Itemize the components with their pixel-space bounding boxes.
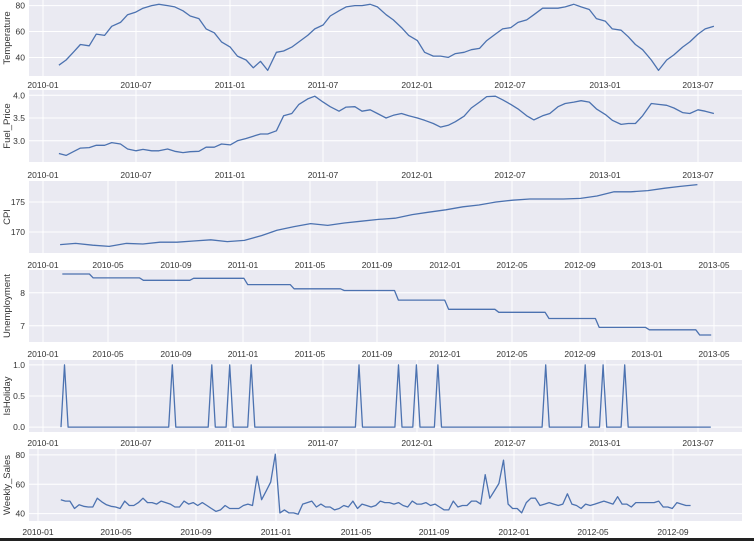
y-tick-label: 80 <box>16 450 26 460</box>
x-tick-label: 2010-09 <box>160 260 191 270</box>
subplot-fuel_price: 2010-01 2010-07 2011-01 2011-07 2012-01 2012-… <box>2 90 742 180</box>
y-axis-label: Weekly_Sales <box>2 455 13 515</box>
y-tick-label: 40 <box>16 509 26 519</box>
y-tick-label: 40 <box>16 52 26 62</box>
y-axis-label: CPI <box>2 209 13 225</box>
x-tick-label: 2013-01 <box>631 349 662 359</box>
x-tick-label: 2011-01 <box>261 527 292 537</box>
x-tick-label: 2012-01 <box>498 527 529 537</box>
x-tick-label: 2010-05 <box>100 527 131 537</box>
subplot-cpi: 2010-01 2010-05 2010-09 2011-01 2011-05 2011-… <box>2 181 742 270</box>
x-tick-label: 2011-01 <box>215 438 246 448</box>
y-tick-label: 60 <box>16 479 26 489</box>
axes-background <box>29 449 742 521</box>
x-tick-label: 2012-05 <box>496 260 527 270</box>
x-tick-label: 2010-07 <box>120 438 151 448</box>
x-tick-label: 2013-07 <box>682 80 713 90</box>
x-tick-label: 2012-01 <box>429 349 460 359</box>
subplot-temperature: 2010-01 2010-07 2011-01 2011-07 2012-01 2012-… <box>2 0 742 90</box>
x-tick-label: 2011-01 <box>215 170 246 180</box>
y-tick-label: 3.0 <box>13 136 25 146</box>
x-tick-label: 2012-01 <box>401 438 432 448</box>
x-tick-label: 2010-05 <box>92 260 123 270</box>
x-tick-label: 2012-09 <box>564 349 595 359</box>
x-tick-label: 2012-07 <box>494 438 525 448</box>
y-tick-label: 8 <box>20 288 25 298</box>
data-line <box>60 364 711 428</box>
subplot-isholiday: 2010-01 2010-07 2011-01 2011-07 2012-01 2012-… <box>2 360 742 448</box>
x-tick-label: 2010-09 <box>180 527 211 537</box>
x-tick-label: 2013-07 <box>682 170 713 180</box>
x-tick-label: 2011-09 <box>419 527 450 537</box>
axes-background <box>29 181 742 253</box>
x-tick-label: 2010-07 <box>120 170 151 180</box>
x-tick-label: 2013-05 <box>698 349 729 359</box>
x-tick-label: 2011-07 <box>308 438 339 448</box>
x-tick-label: 2010-01 <box>27 438 58 448</box>
x-tick-label: 2012-01 <box>401 170 432 180</box>
x-tick-label: 2011-09 <box>362 260 393 270</box>
x-tick-label: 2011-09 <box>362 349 393 359</box>
y-tick-label: 7 <box>20 321 25 331</box>
x-tick-label: 2010-01 <box>27 349 58 359</box>
x-tick-label: 2011-05 <box>295 260 326 270</box>
x-tick-label: 2012-05 <box>577 527 608 537</box>
axes-background <box>29 270 742 342</box>
data-line <box>60 453 691 515</box>
x-tick-label: 2012-07 <box>494 80 525 90</box>
x-tick-label: 2010-01 <box>22 527 53 537</box>
axes-background <box>29 0 742 76</box>
x-tick-label: 2010-01 <box>27 260 58 270</box>
x-tick-label: 2013-01 <box>589 438 620 448</box>
x-tick-label: 2013-01 <box>631 260 662 270</box>
x-tick-label: 2013-01 <box>589 80 620 90</box>
subplot-weekly_sales: 2010-01 2010-05 2010-09 2011-01 2011-05 2011-… <box>2 449 742 537</box>
y-tick-label: 80 <box>16 1 26 11</box>
data-line <box>62 273 712 336</box>
data-line <box>60 183 698 248</box>
y-axis-label: Temperature <box>2 11 13 64</box>
x-tick-label: 2012-09 <box>657 527 688 537</box>
x-tick-label: 2010-01 <box>27 80 58 90</box>
x-tick-label: 2011-01 <box>228 260 259 270</box>
x-tick-label: 2012-05 <box>496 349 527 359</box>
y-tick-label: 60 <box>16 27 26 37</box>
y-axis-label: Unemployment <box>2 274 13 338</box>
x-tick-label: 2012-01 <box>401 80 432 90</box>
y-tick-label: 4.0 <box>13 90 25 100</box>
x-tick-label: 2011-01 <box>215 80 246 90</box>
x-tick-label: 2011-07 <box>308 80 339 90</box>
y-tick-label: 0.0 <box>13 422 25 432</box>
y-axis-label: Fuel_Price <box>2 103 13 148</box>
y-tick-label: 3.5 <box>13 113 25 123</box>
x-tick-label: 2010-07 <box>120 80 151 90</box>
data-line <box>58 3 715 72</box>
x-tick-label: 2012-07 <box>494 170 525 180</box>
x-tick-label: 2011-07 <box>308 170 339 180</box>
x-tick-label: 2011-01 <box>228 349 259 359</box>
x-tick-label: 2010-01 <box>27 170 58 180</box>
x-tick-label: 2013-01 <box>589 170 620 180</box>
x-tick-label: 2012-01 <box>429 260 460 270</box>
y-tick-label: 175 <box>11 197 25 207</box>
x-tick-label: 2011-05 <box>341 527 372 537</box>
y-tick-label: 0.5 <box>13 391 25 401</box>
data-line <box>58 95 715 157</box>
window-bottom-edge <box>0 538 754 541</box>
y-tick-label: 1.0 <box>13 360 25 370</box>
x-tick-label: 2011-05 <box>295 349 326 359</box>
y-tick-label: 170 <box>11 227 25 237</box>
y-axis-label: IsHoliday <box>2 376 13 415</box>
x-tick-label: 2013-07 <box>682 438 713 448</box>
x-tick-label: 2010-09 <box>160 349 191 359</box>
x-tick-label: 2012-09 <box>564 260 595 270</box>
subplot-unemployment: 2010-01 2010-05 2010-09 2011-01 2011-05 2011-… <box>2 270 742 359</box>
x-tick-label: 2013-05 <box>698 260 729 270</box>
x-tick-label: 2010-05 <box>92 349 123 359</box>
